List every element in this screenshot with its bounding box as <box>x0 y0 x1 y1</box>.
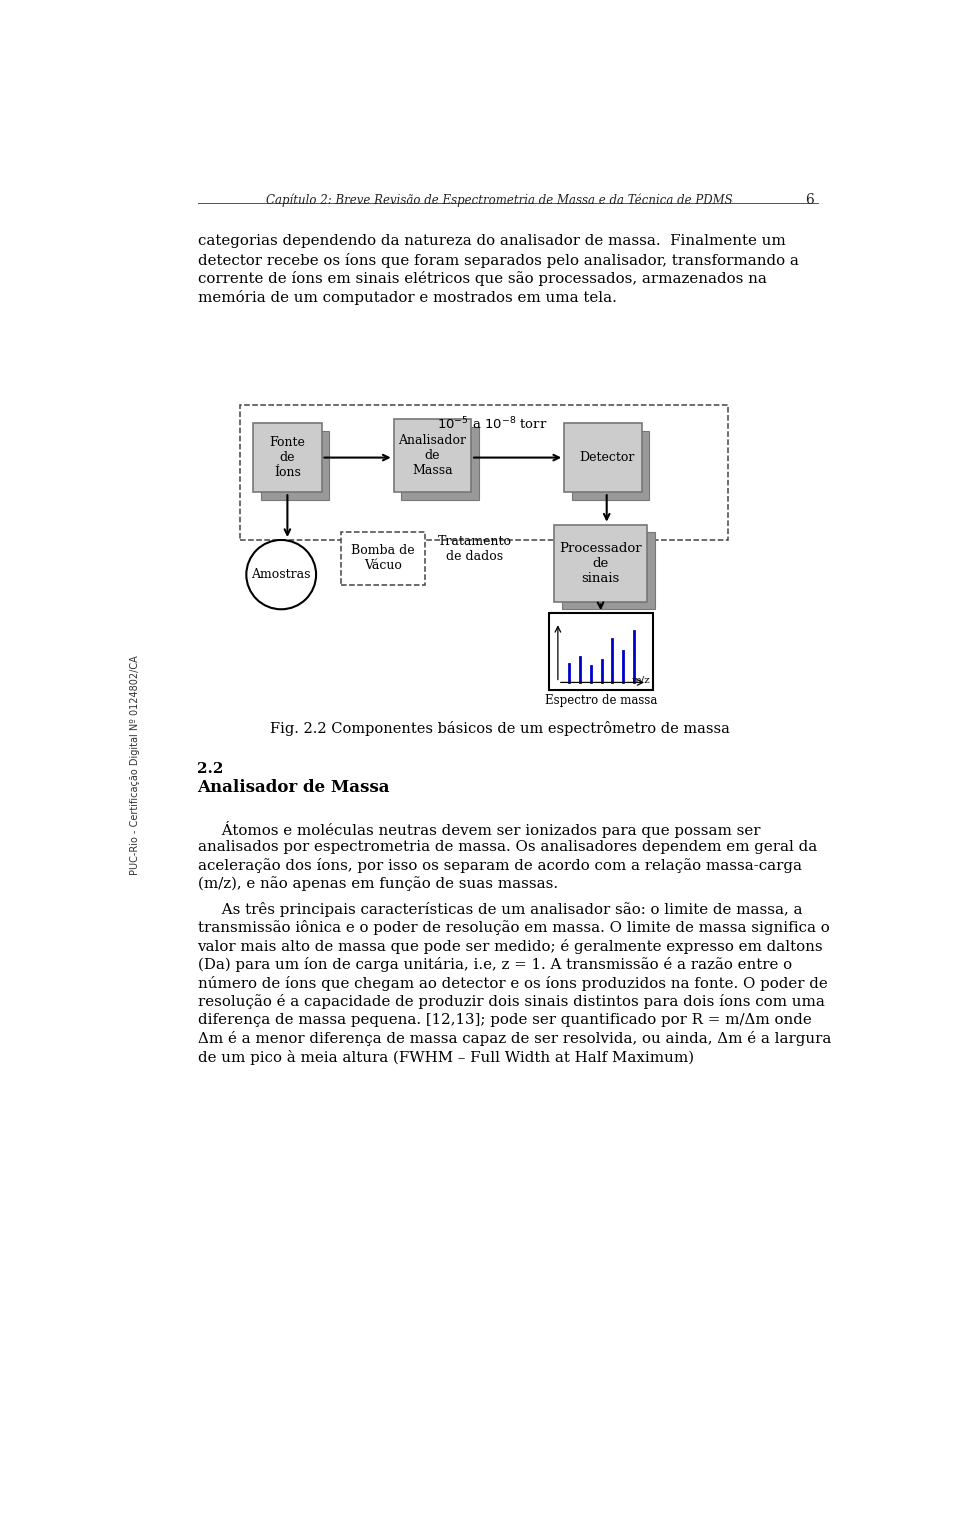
Bar <box>394 418 471 493</box>
Text: Processador
de
sinais: Processador de sinais <box>559 541 642 585</box>
Text: 2.2: 2.2 <box>198 761 224 776</box>
Text: (Da) para um íon de carga unitária, i.e, z = 1. A transmissão é a razão entre o: (Da) para um íon de carga unitária, i.e,… <box>198 957 792 972</box>
Bar <box>562 532 655 609</box>
Text: valor mais alto de massa que pode ser medido; é geralmente expresso em daltons: valor mais alto de massa que pode ser me… <box>198 938 823 954</box>
Text: Amostras: Amostras <box>252 568 311 581</box>
Text: número de íons que chegam ao detector e os íons produzidos na fonte. O poder de: número de íons que chegam ao detector e … <box>198 976 828 991</box>
Text: Espectro de massa: Espectro de massa <box>544 694 657 706</box>
Bar <box>240 405 729 540</box>
Text: Tratamento
de dados: Tratamento de dados <box>438 535 512 562</box>
Text: Bomba de
Vácuo: Bomba de Vácuo <box>351 544 415 573</box>
Text: analisados por espectrometria de massa. Os analisadores dependem em geral da: analisados por espectrometria de massa. … <box>198 840 817 854</box>
Text: Analisador
de
Massa: Analisador de Massa <box>398 434 467 478</box>
Text: m/z: m/z <box>632 676 650 685</box>
Text: diferença de massa pequena. [12,13]; pode ser quantificado por R = m/Δm onde: diferença de massa pequena. [12,13]; pod… <box>198 1013 811 1026</box>
Text: PUC-Rio - Certificação Digital Nº 0124802/CA: PUC-Rio - Certificação Digital Nº 012480… <box>131 656 140 875</box>
Text: Capítulo 2: Breve Revisão de Espectrometria de Massa e da Técnica de PDMS: Capítulo 2: Breve Revisão de Espectromet… <box>267 194 733 208</box>
Bar <box>564 423 641 493</box>
Text: de um pico à meia altura (FWHM – Full Width at Half Maximum): de um pico à meia altura (FWHM – Full Wi… <box>198 1049 693 1064</box>
Bar <box>253 423 322 493</box>
Text: Δm é a menor diferença de massa capaz de ser resolvida, ou ainda, Δm é a largura: Δm é a menor diferença de massa capaz de… <box>198 1031 830 1046</box>
Text: (m/z), e não apenas em função de suas massas.: (m/z), e não apenas em função de suas ma… <box>198 876 558 891</box>
Text: Fig. 2.2 Componentes básicos de um espectrômetro de massa: Fig. 2.2 Componentes básicos de um espec… <box>270 722 730 735</box>
Text: Analisador de Massa: Analisador de Massa <box>198 779 390 796</box>
Bar <box>341 532 424 585</box>
Text: categorias dependendo da natureza do analisador de massa.  Finalmente um: categorias dependendo da natureza do ana… <box>198 235 785 249</box>
Text: detector recebe os íons que foram separados pelo analisador, transformando a: detector recebe os íons que foram separa… <box>198 253 799 268</box>
Text: transmissão iônica e o poder de resolução em massa. O limite de massa significa : transmissão iônica e o poder de resoluçã… <box>198 920 829 935</box>
Bar <box>572 431 649 500</box>
Bar <box>554 525 647 602</box>
Text: As três principais características de um analisador são: o limite de massa, a: As três principais características de um… <box>198 902 802 917</box>
Text: corrente de íons em sinais elétricos que são processados, armazenados na: corrente de íons em sinais elétricos que… <box>198 271 766 287</box>
Text: aceleração dos íons, por isso os separam de acordo com a relação massa-carga: aceleração dos íons, por isso os separam… <box>198 858 802 873</box>
Text: 6: 6 <box>804 194 814 208</box>
Bar <box>401 428 479 500</box>
Text: Fonte
de
Íons: Fonte de Íons <box>270 437 305 479</box>
Bar <box>548 612 653 690</box>
Text: Átomos e moléculas neutras devem ser ionizados para que possam ser: Átomos e moléculas neutras devem ser ion… <box>198 822 760 838</box>
Bar <box>261 431 329 500</box>
Text: $10^{-5}$ a $10^{-8}$ torr: $10^{-5}$ a $10^{-8}$ torr <box>437 415 547 432</box>
Text: memória de um computador e mostrados em uma tela.: memória de um computador e mostrados em … <box>198 290 616 305</box>
Text: resolução é a capacidade de produzir dois sinais distintos para dois íons com um: resolução é a capacidade de produzir doi… <box>198 994 825 1010</box>
Text: Detector: Detector <box>579 452 635 464</box>
